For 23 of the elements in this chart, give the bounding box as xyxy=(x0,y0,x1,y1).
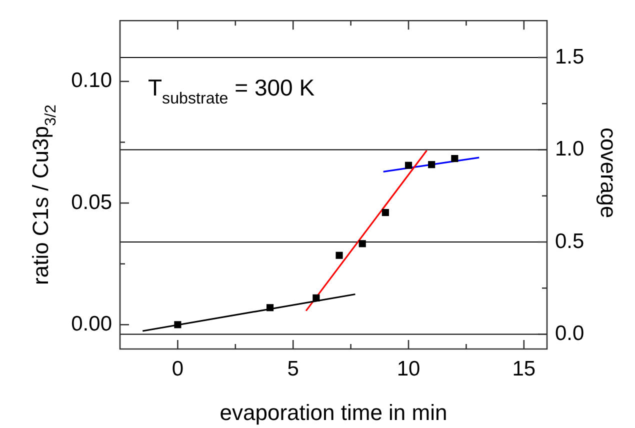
y2-tick-label: 0.0 xyxy=(555,322,584,346)
point xyxy=(266,304,274,312)
x-tick-label: 10 xyxy=(396,357,420,380)
point xyxy=(428,161,436,168)
y-tick-label: 0.10 xyxy=(71,69,112,92)
y2-tick-label: 1.5 xyxy=(555,45,584,68)
x-tick-label: 15 xyxy=(512,357,536,380)
x-tick-label: 5 xyxy=(287,357,299,380)
y2-axis-title: coverage xyxy=(596,128,621,218)
y2-tick-label: 0.5 xyxy=(555,230,584,253)
x-tick-label: 0 xyxy=(172,357,184,380)
point xyxy=(358,240,366,248)
point xyxy=(451,154,458,162)
point xyxy=(336,252,343,259)
point xyxy=(404,162,412,169)
y2-tick-label: 1.0 xyxy=(555,138,584,161)
point xyxy=(312,294,320,302)
x-axis-title: evaporation time in min xyxy=(220,400,448,425)
y-tick-label: 0.05 xyxy=(71,190,112,214)
y-tick-label: 0.00 xyxy=(71,312,112,336)
point xyxy=(174,321,182,328)
point xyxy=(382,208,389,216)
y-axis-title: ratio C1s / Cu3p3/2 xyxy=(28,104,60,285)
